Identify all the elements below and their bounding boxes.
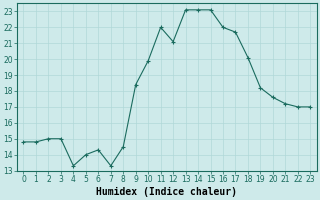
X-axis label: Humidex (Indice chaleur): Humidex (Indice chaleur) bbox=[96, 186, 237, 197]
